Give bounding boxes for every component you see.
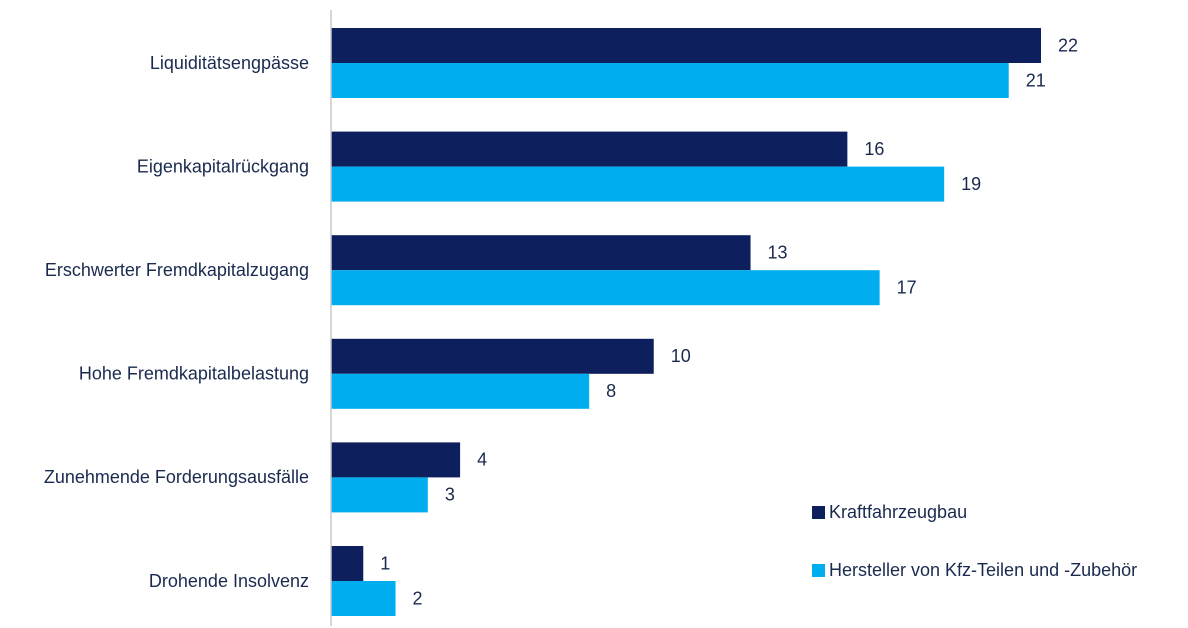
category-label-eigenkapitalrueckgang: Eigenkapitalrückgang xyxy=(137,156,309,176)
bar-kraftfahrzeugbau-hohe-fremdkapitalbelastung xyxy=(331,338,654,374)
value-label-kraftfahrzeugbau-hohe-fremdkapitalbelastung: 10 xyxy=(671,346,691,366)
category-label-liquiditaetsengpaesse: Liquiditätsengpässe xyxy=(150,53,309,73)
bar-kfz-teile-hohe-fremdkapitalbelastung xyxy=(331,373,590,409)
bar-kfz-teile-drohende-insolvenz xyxy=(331,581,396,616)
bar-kraftfahrzeugbau-liquiditaetsengpaesse xyxy=(331,28,1041,63)
value-label-kraftfahrzeugbau-liquiditaetsengpaesse: 22 xyxy=(1058,35,1078,55)
bars-layer xyxy=(331,28,1041,616)
value-label-kfz-teile-liquiditaetsengpaesse: 21 xyxy=(1026,70,1046,90)
category-label-zunehmende-forderungsausfaelle: Zunehmende Forderungsausfälle xyxy=(44,467,309,487)
value-label-kfz-teile-eigenkapitalrueckgang: 19 xyxy=(961,174,981,194)
value-label-kfz-teile-zunehmende-forderungsausfaelle: 3 xyxy=(445,485,455,505)
bar-kraftfahrzeugbau-drohende-insolvenz xyxy=(331,546,364,581)
bar-kraftfahrzeugbau-erschwerter-fremdkapitalzugang xyxy=(331,235,751,271)
category-label-hohe-fremdkapitalbelastung: Hohe Fremdkapitalbelastung xyxy=(79,364,309,384)
value-label-kraftfahrzeugbau-drohende-insolvenz: 1 xyxy=(380,553,390,573)
legend-swatch-kfz-teile xyxy=(812,564,825,577)
legend: Kraftfahrzeugbau Hersteller von Kfz-Teile… xyxy=(812,502,1137,580)
value-label-kfz-teile-erschwerter-fremdkapitalzugang: 17 xyxy=(897,277,917,297)
bar-kfz-teile-zunehmende-forderungsausfaelle xyxy=(331,477,428,513)
labels-layer: Liquiditätsengpässe2221Eigenkapitalrückg… xyxy=(44,35,1078,608)
value-label-kraftfahrzeugbau-eigenkapitalrueckgang: 16 xyxy=(864,139,884,159)
category-label-drohende-insolvenz: Drohende Insolvenz xyxy=(149,571,309,591)
value-label-kfz-teile-hohe-fremdkapitalbelastung: 8 xyxy=(606,381,616,401)
bar-kraftfahrzeugbau-eigenkapitalrueckgang xyxy=(331,131,848,167)
value-label-kfz-teile-drohende-insolvenz: 2 xyxy=(413,588,423,608)
category-label-erschwerter-fremdkapitalzugang: Erschwerter Fremdkapitalzugang xyxy=(45,260,309,280)
legend-label-kfz-teile: Hersteller von Kfz-Teilen und -Zubehör xyxy=(829,560,1137,580)
legend-swatch-kraftfahrzeugbau xyxy=(812,506,825,519)
value-label-kraftfahrzeugbau-erschwerter-fremdkapitalzugang: 13 xyxy=(768,242,788,262)
bar-kfz-teile-eigenkapitalrueckgang xyxy=(331,166,945,202)
bar-kfz-teile-erschwerter-fremdkapitalzugang xyxy=(331,270,880,306)
value-label-kraftfahrzeugbau-zunehmende-forderungsausfaelle: 4 xyxy=(477,450,487,470)
bar-kraftfahrzeugbau-zunehmende-forderungsausfaelle xyxy=(331,442,461,478)
legend-label-kraftfahrzeugbau: Kraftfahrzeugbau xyxy=(829,502,967,522)
bar-kfz-teile-liquiditaetsengpaesse xyxy=(331,63,1009,98)
